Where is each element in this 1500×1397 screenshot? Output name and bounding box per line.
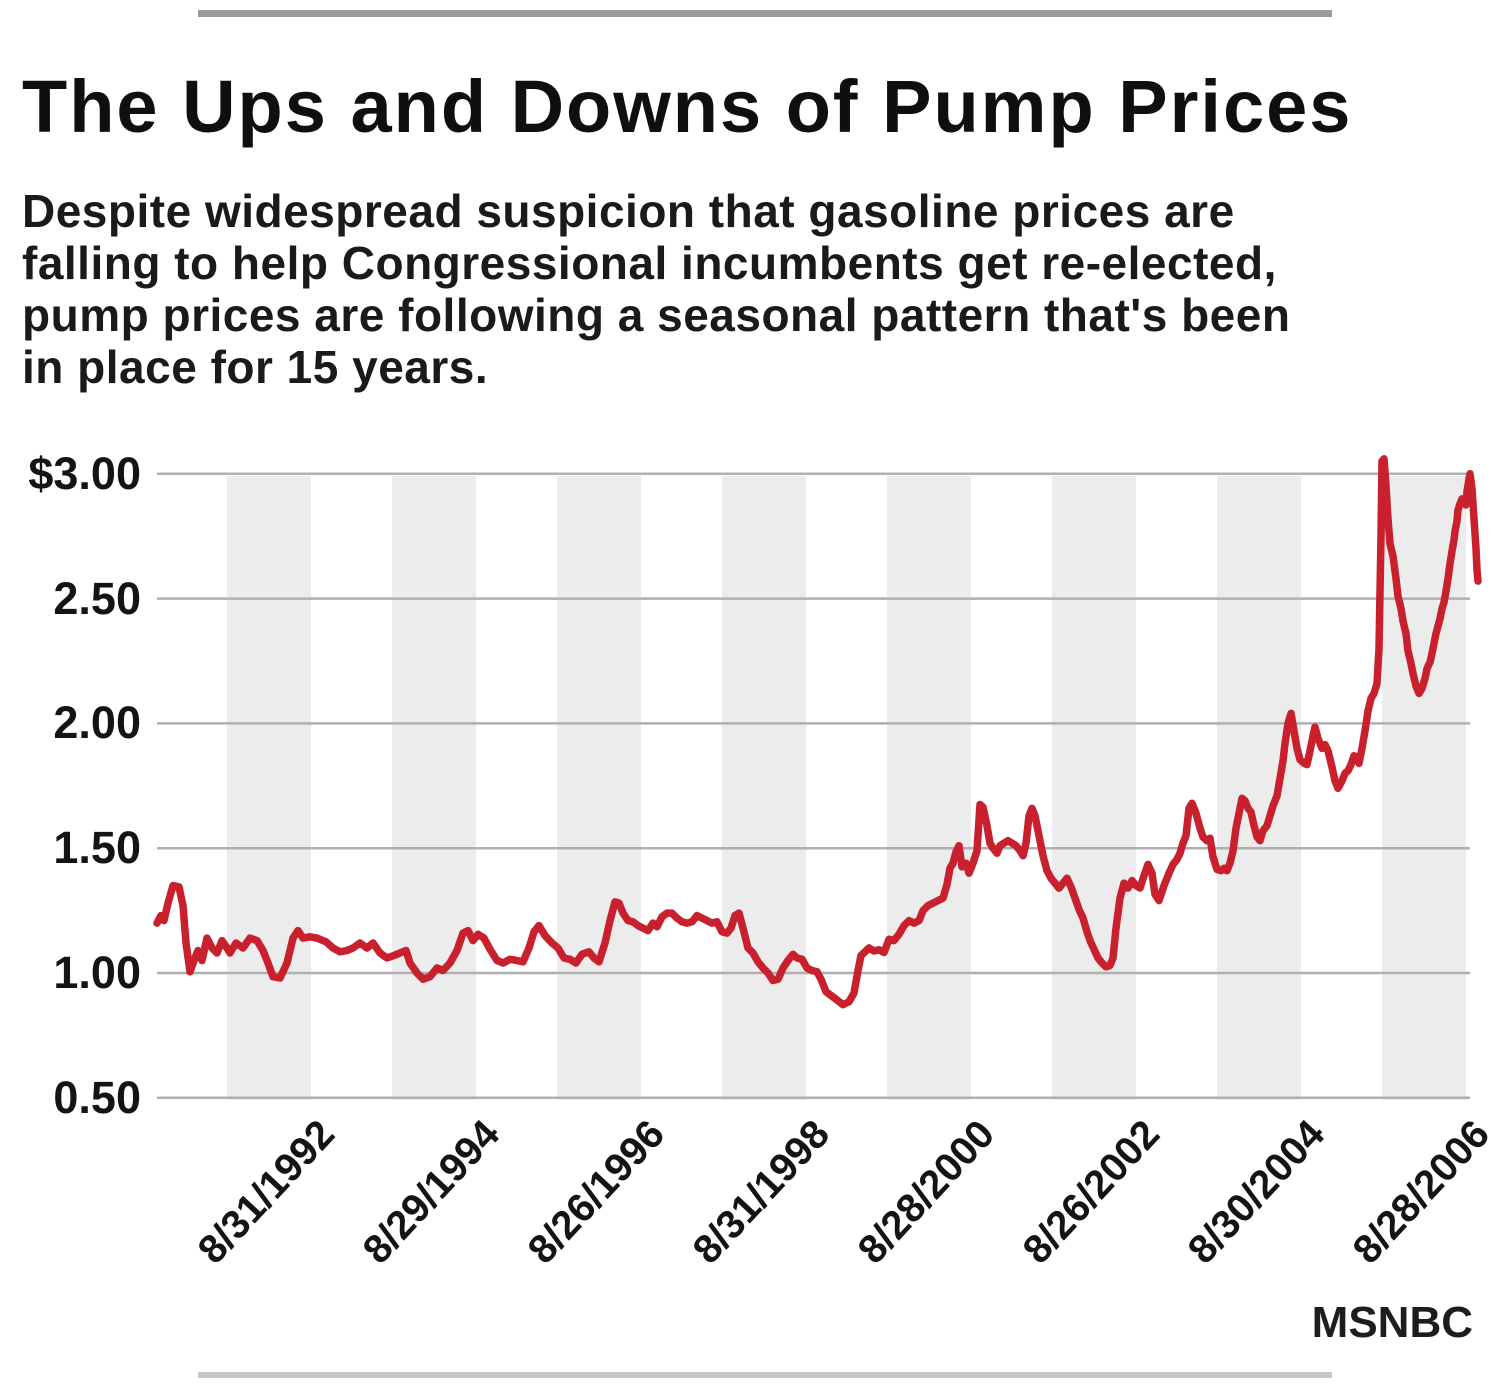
year-shading-bands (227, 476, 1466, 1100)
price-line-series (153, 455, 1482, 1009)
chart-subtitle-line: falling to help Congressional incumbents… (22, 237, 1277, 289)
bottom-divider-rule (198, 1372, 1332, 1378)
grid-band (1052, 476, 1136, 1100)
grid-band (1217, 476, 1301, 1100)
y-axis-tick-label: 2.00 (53, 697, 141, 748)
y-axis-tick-label: 1.00 (53, 947, 141, 998)
y-axis-tick-label: 0.50 (53, 1072, 141, 1123)
chart-subtitle-line: in place for 15 years. (22, 341, 489, 393)
source-credit: MSNBC (1311, 1298, 1473, 1347)
grid-band (722, 476, 806, 1100)
y-axis-tick-label: 2.50 (53, 573, 141, 624)
chart-subtitle-line: Despite widespread suspicion that gasoli… (22, 185, 1235, 237)
grid-band (887, 476, 971, 1100)
grid-band (557, 476, 641, 1100)
chart-subtitle-line: pump prices are following a seasonal pat… (22, 289, 1291, 341)
y-axis-tick-label: $3.00 (28, 448, 141, 499)
top-divider-rule (198, 10, 1332, 17)
chart-title: The Ups and Downs of Pump Prices (22, 65, 1353, 148)
grid-band (227, 476, 311, 1100)
y-axis-tick-label: 1.50 (53, 822, 141, 873)
gridlines (157, 472, 1470, 1100)
grid-band (392, 476, 476, 1100)
